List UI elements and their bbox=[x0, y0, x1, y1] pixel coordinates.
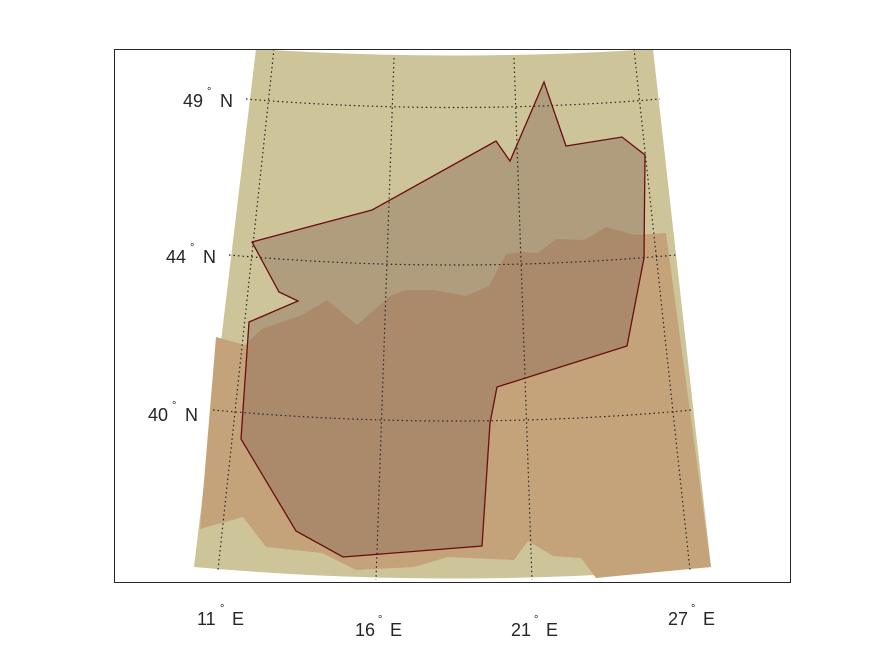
meridian-21e bbox=[513, 57, 533, 581]
meridian-16e bbox=[375, 57, 395, 581]
lat-label-49n: 49 bbox=[183, 91, 203, 111]
lon-hemisphere-27e: E bbox=[703, 609, 715, 629]
latitude-labels: 49 ° N 44 ° N 40 ° N bbox=[148, 86, 233, 425]
lat-hemisphere-44n: N bbox=[203, 247, 216, 267]
lon-hemisphere-16e: E bbox=[390, 620, 402, 640]
lon-label-11e: 11 bbox=[197, 609, 216, 629]
parallel-40n bbox=[212, 409, 693, 422]
lat-degree-40n: ° bbox=[172, 400, 176, 412]
map-frame bbox=[114, 48, 791, 583]
lat-hemisphere-40n: N bbox=[185, 405, 198, 425]
meridian-27e bbox=[633, 48, 691, 571]
region-polygon bbox=[240, 80, 646, 558]
lon-label-27e: 27 bbox=[668, 609, 688, 629]
lon-hemisphere-11e: E bbox=[232, 609, 244, 629]
axes-box bbox=[114, 49, 791, 583]
lon-degree-27e: ° bbox=[691, 603, 695, 615]
lat-label-44n: 44 bbox=[166, 247, 186, 267]
parallel-49n bbox=[245, 98, 661, 109]
lon-label-16e: 16 bbox=[355, 620, 375, 640]
lon-degree-11e: ° bbox=[220, 603, 224, 615]
longitude-labels: 11 ° E 16 ° E 21 ° E 27 ° E bbox=[197, 603, 715, 640]
graticule bbox=[212, 48, 693, 581]
lat-hemisphere-49n: N bbox=[220, 91, 233, 111]
lon-degree-16e: ° bbox=[378, 614, 382, 626]
lat-degree-49n: ° bbox=[207, 86, 211, 98]
lat-degree-44n: ° bbox=[190, 242, 194, 254]
meridian-11e bbox=[217, 48, 275, 571]
terrain-layer bbox=[200, 227, 711, 578]
lat-label-40n: 40 bbox=[148, 405, 168, 425]
lon-hemisphere-21e: E bbox=[546, 620, 558, 640]
lon-degree-21e: ° bbox=[534, 614, 538, 626]
lon-label-21e: 21 bbox=[511, 620, 531, 640]
